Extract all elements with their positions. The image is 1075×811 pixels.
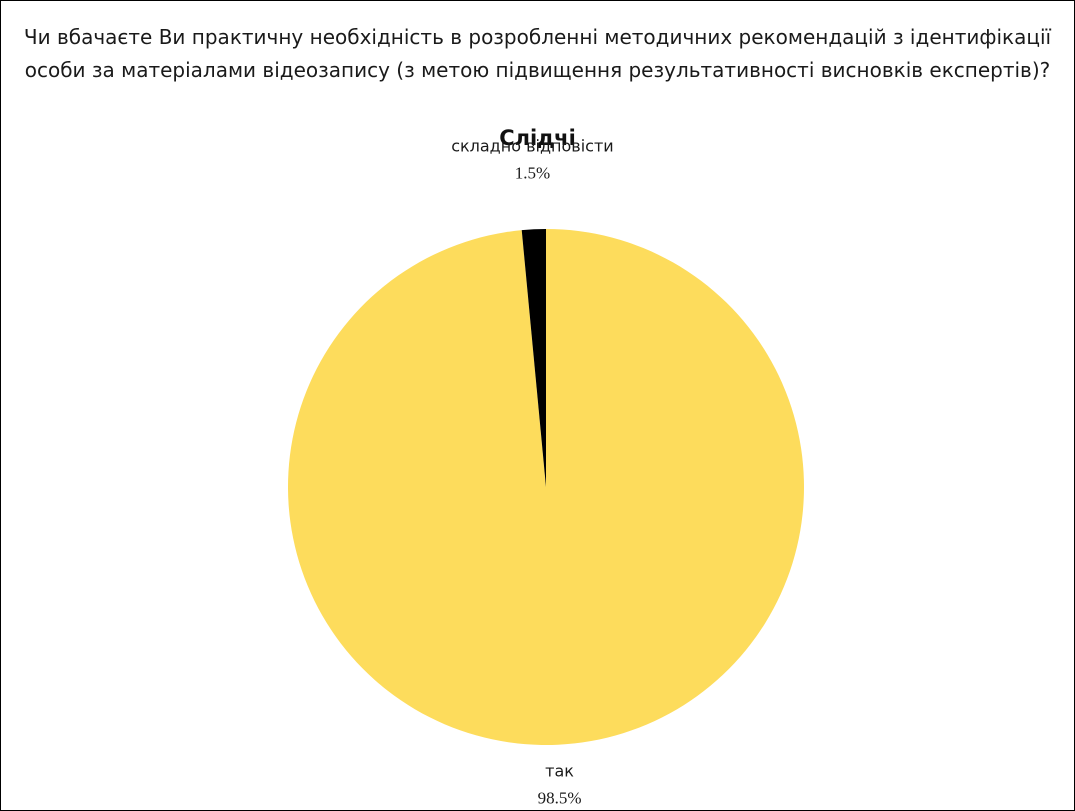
- slice-value-1: 1.5%: [515, 163, 550, 182]
- pie-slice-1: [521, 229, 546, 487]
- slice-label-1: складно відповісти: [451, 136, 613, 155]
- question-text: Чи вбачаєте Ви практичну необхідність в …: [23, 25, 1052, 82]
- chart-title: Слідчі: [499, 126, 576, 150]
- slice-label-0: так: [545, 762, 574, 781]
- slice-value-0: 98.5%: [538, 789, 582, 808]
